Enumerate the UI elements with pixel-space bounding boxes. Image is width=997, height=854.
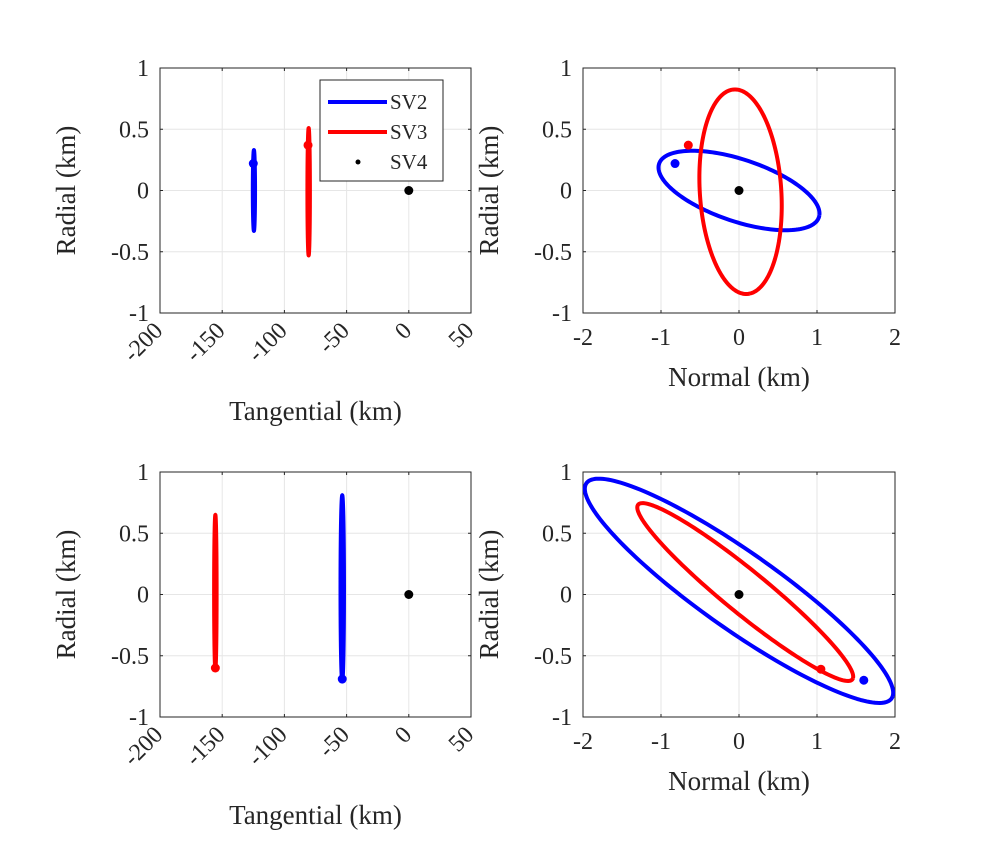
series-SV3-marker [683,140,693,150]
x-tick-label: 2 [889,729,901,755]
x-tick-label: 50 [444,722,479,757]
x-tick-label: -100 [243,318,292,367]
x-tick-label: 1 [811,729,823,755]
x-tick-label: -2 [573,325,593,351]
series-SV2-line [338,493,346,684]
y-tick-label: 1 [137,460,149,486]
legend-label-SV3: SV3 [390,120,427,144]
series-SV3-line [635,501,856,683]
series-SV3-marker [816,664,826,674]
x-tick-label: 0 [733,325,745,351]
y-tick-label: 0 [560,583,572,609]
legend-label-SV4: SV4 [390,150,428,174]
plot-bottom-left: -200 -150 -100 -50 0 50-1-0.500.51Tangential … [51,460,479,830]
legend-swatch-SV4 [355,159,361,165]
series-SV2-line [250,148,258,233]
series-SV3-line [697,87,784,296]
x-tick-label: 0 [390,722,417,749]
series-SV4-marker [734,186,744,195]
y-tick-label: -0.5 [534,240,572,266]
x-tick-label: 50 [444,318,479,353]
y-tick-label: 0.5 [119,521,149,547]
series-SV4-marker [734,590,744,599]
x-tick-label: -50 [314,318,355,359]
x-axis-label: Tangential (km) [229,800,402,830]
y-tick-label: -0.5 [111,644,149,670]
x-tick-label: -150 [181,318,230,367]
y-tick-label: 0 [560,179,572,205]
series-SV4-marker [404,590,414,599]
y-tick-label: 0.5 [119,117,149,143]
x-tick-label: -1 [651,729,671,755]
y-tick-label: 0.5 [542,117,572,143]
x-tick-label: -2 [573,729,593,755]
y-tick-label: 1 [560,56,572,82]
x-axis-label: Normal (km) [668,362,810,392]
series-SV2-marker [337,674,347,684]
y-tick-label: -1 [129,301,149,327]
series-SV3-marker [303,140,313,150]
y-tick-label: 0 [137,179,149,205]
series-SV2-line [656,148,822,233]
series-SV2-marker [859,675,869,685]
y-axis-label: Radial (km) [51,530,81,660]
legend: SV2 SV3 SV4 [319,79,444,182]
x-tick-label: -150 [181,722,230,771]
x-tick-label: 2 [889,325,901,351]
x-tick-label: 0 [390,318,417,345]
y-tick-label: -0.5 [111,240,149,266]
y-tick-label: -0.5 [534,644,572,670]
y-tick-label: 1 [560,460,572,486]
y-axis-label: Radial (km) [474,126,504,256]
x-tick-label: 0 [733,729,745,755]
y-axis-label: Radial (km) [474,530,504,660]
y-tick-label: -1 [552,705,572,731]
x-tick-label: 1 [811,325,823,351]
series-SV3-marker [210,663,220,673]
x-tick-label: -1 [651,325,671,351]
series-SV3-line [305,126,312,258]
plot-top-left: -200 -150 -100 -50 0 50-1-0.500.51Tangential … [51,56,479,426]
series-SV3-line [212,512,219,672]
series-SV4-marker [404,186,414,195]
x-axis-label: Tangential (km) [229,396,402,426]
y-tick-label: 0.5 [542,521,572,547]
y-tick-label: 1 [137,56,149,82]
series-SV2-marker [248,159,258,169]
series-SV2-marker [670,159,680,169]
x-tick-label: -100 [243,722,292,771]
x-tick-label: -50 [314,722,355,763]
legend-label-SV2: SV2 [390,90,427,114]
y-tick-label: 0 [137,583,149,609]
x-axis-label: Normal (km) [668,766,810,796]
series-SV2-line [582,476,896,705]
y-axis-label: Radial (km) [51,126,81,256]
y-tick-label: -1 [552,301,572,327]
y-tick-label: -1 [129,705,149,731]
